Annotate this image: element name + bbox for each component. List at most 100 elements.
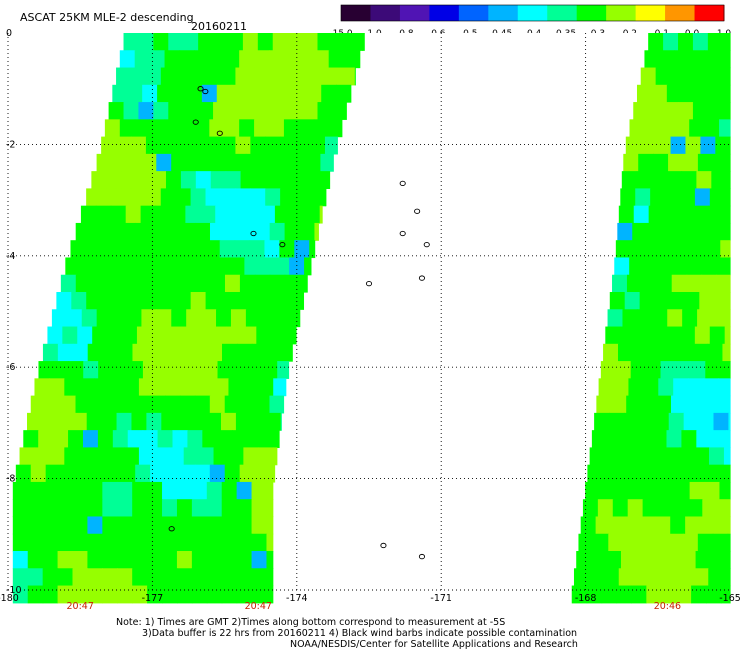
heatmap-cell [75, 274, 92, 293]
heatmap-cell [275, 309, 292, 328]
heatmap-cell [300, 171, 316, 190]
heatmap-cell [113, 361, 129, 379]
colorbar-segment [370, 5, 401, 21]
heatmap-cell [664, 447, 680, 466]
heatmap-cell [638, 412, 655, 431]
heatmap-cell [79, 447, 95, 466]
heatmap-cell [141, 309, 157, 328]
heatmap-cell [320, 153, 334, 172]
heatmap-cell [27, 481, 44, 500]
heatmap-cell [102, 343, 119, 362]
heatmap-cell [324, 136, 338, 155]
heatmap-cell [305, 153, 322, 172]
heatmap-cell [655, 516, 671, 535]
heatmap-cell [644, 50, 660, 69]
heatmap-cell [251, 343, 268, 362]
heatmap-cell [289, 257, 305, 276]
island-outline [197, 86, 204, 92]
heatmap-cell [659, 119, 675, 138]
heatmap-cell [251, 568, 268, 587]
heatmap-cell [343, 50, 360, 69]
heatmap-cell [714, 516, 731, 535]
heatmap-cell [68, 361, 84, 379]
heatmap-cell [280, 136, 296, 155]
heatmap-cell [12, 551, 29, 569]
heatmap-cell [215, 205, 231, 224]
heatmap-cell [720, 240, 731, 259]
heatmap-cell [229, 257, 245, 276]
heatmap-cell [102, 499, 118, 518]
heatmap-cell [635, 551, 652, 569]
heatmap-cell [687, 499, 703, 518]
heatmap-cell [87, 551, 103, 569]
heatmap-cell [132, 516, 148, 535]
heatmap-cell [651, 171, 668, 190]
heatmap-cell [56, 412, 73, 431]
heatmap-cell [38, 430, 54, 449]
heatmap-cell [621, 430, 638, 449]
heatmap-cell [264, 240, 280, 259]
heatmap-cell [127, 361, 144, 379]
heatmap-cell [236, 551, 253, 569]
heatmap-cell [259, 257, 275, 276]
heatmap-cell [277, 361, 290, 379]
heatmap-cell [110, 257, 126, 276]
heatmap-cell [641, 274, 658, 293]
heatmap-cell [708, 568, 724, 587]
heatmap-cell [130, 136, 147, 155]
grid-lines [7, 33, 730, 591]
heatmap-cell [622, 309, 638, 328]
heatmap-cell [51, 309, 68, 328]
heatmap-cell [161, 412, 177, 431]
heatmap-cell [86, 412, 103, 431]
heatmap-cell [317, 33, 334, 51]
heatmap-cell [686, 274, 703, 293]
heatmap-cell [102, 516, 118, 535]
heatmap-cell [80, 257, 96, 276]
heatmap-cell [94, 378, 110, 397]
heatmap-cell [65, 257, 81, 276]
heatmap-cell [132, 568, 148, 587]
heatmap-cell [704, 119, 720, 138]
heatmap-cell [116, 292, 132, 310]
heatmap-cell [60, 395, 77, 414]
heatmap-cell [648, 205, 665, 224]
heatmap-cell [179, 395, 196, 414]
heatmap-cell [224, 464, 241, 483]
heatmap-cell [716, 274, 731, 293]
heatmap-cell [250, 188, 266, 207]
heatmap-cell [302, 102, 319, 120]
axis-labels: -180 -177 -174 -171 -168 -165 0 -2 -4 -6 -8 -10 20:4… [0, 28, 740, 612]
heatmap-cell [176, 499, 193, 518]
heatmap-cell [157, 361, 174, 379]
heatmap-cell [153, 447, 170, 466]
heatmap-cell [681, 84, 698, 103]
heatmap-cell [87, 499, 103, 518]
heatmap-cell [704, 481, 721, 500]
heatmap-cell [649, 447, 665, 466]
heatmap-cell [183, 102, 199, 120]
heatmap-cell [232, 430, 248, 449]
heatmap-cell [147, 499, 163, 518]
heatmap-cell [309, 188, 326, 207]
heatmap-cell [684, 292, 700, 310]
heatmap-cell [266, 533, 274, 552]
heatmap-cell [250, 67, 266, 86]
heatmap-cell [615, 481, 631, 500]
heatmap-cell [617, 464, 633, 483]
heatmap-cell [675, 240, 692, 259]
heatmap-cell [27, 568, 44, 587]
heatmap-cell [276, 430, 280, 449]
heatmap-cell [710, 551, 727, 569]
heatmap-cell [726, 309, 731, 328]
heatmap-cell [27, 516, 44, 535]
heatmap-cell [162, 568, 178, 587]
heatmap-cell [116, 136, 132, 155]
heatmap-cell [117, 343, 134, 362]
heatmap-cell [272, 33, 289, 51]
heatmap-cell [100, 240, 116, 259]
heatmap-cell [633, 205, 650, 224]
heatmap-cell [136, 171, 152, 190]
heatmap-cell [595, 516, 612, 535]
heatmap-cell [697, 309, 713, 328]
